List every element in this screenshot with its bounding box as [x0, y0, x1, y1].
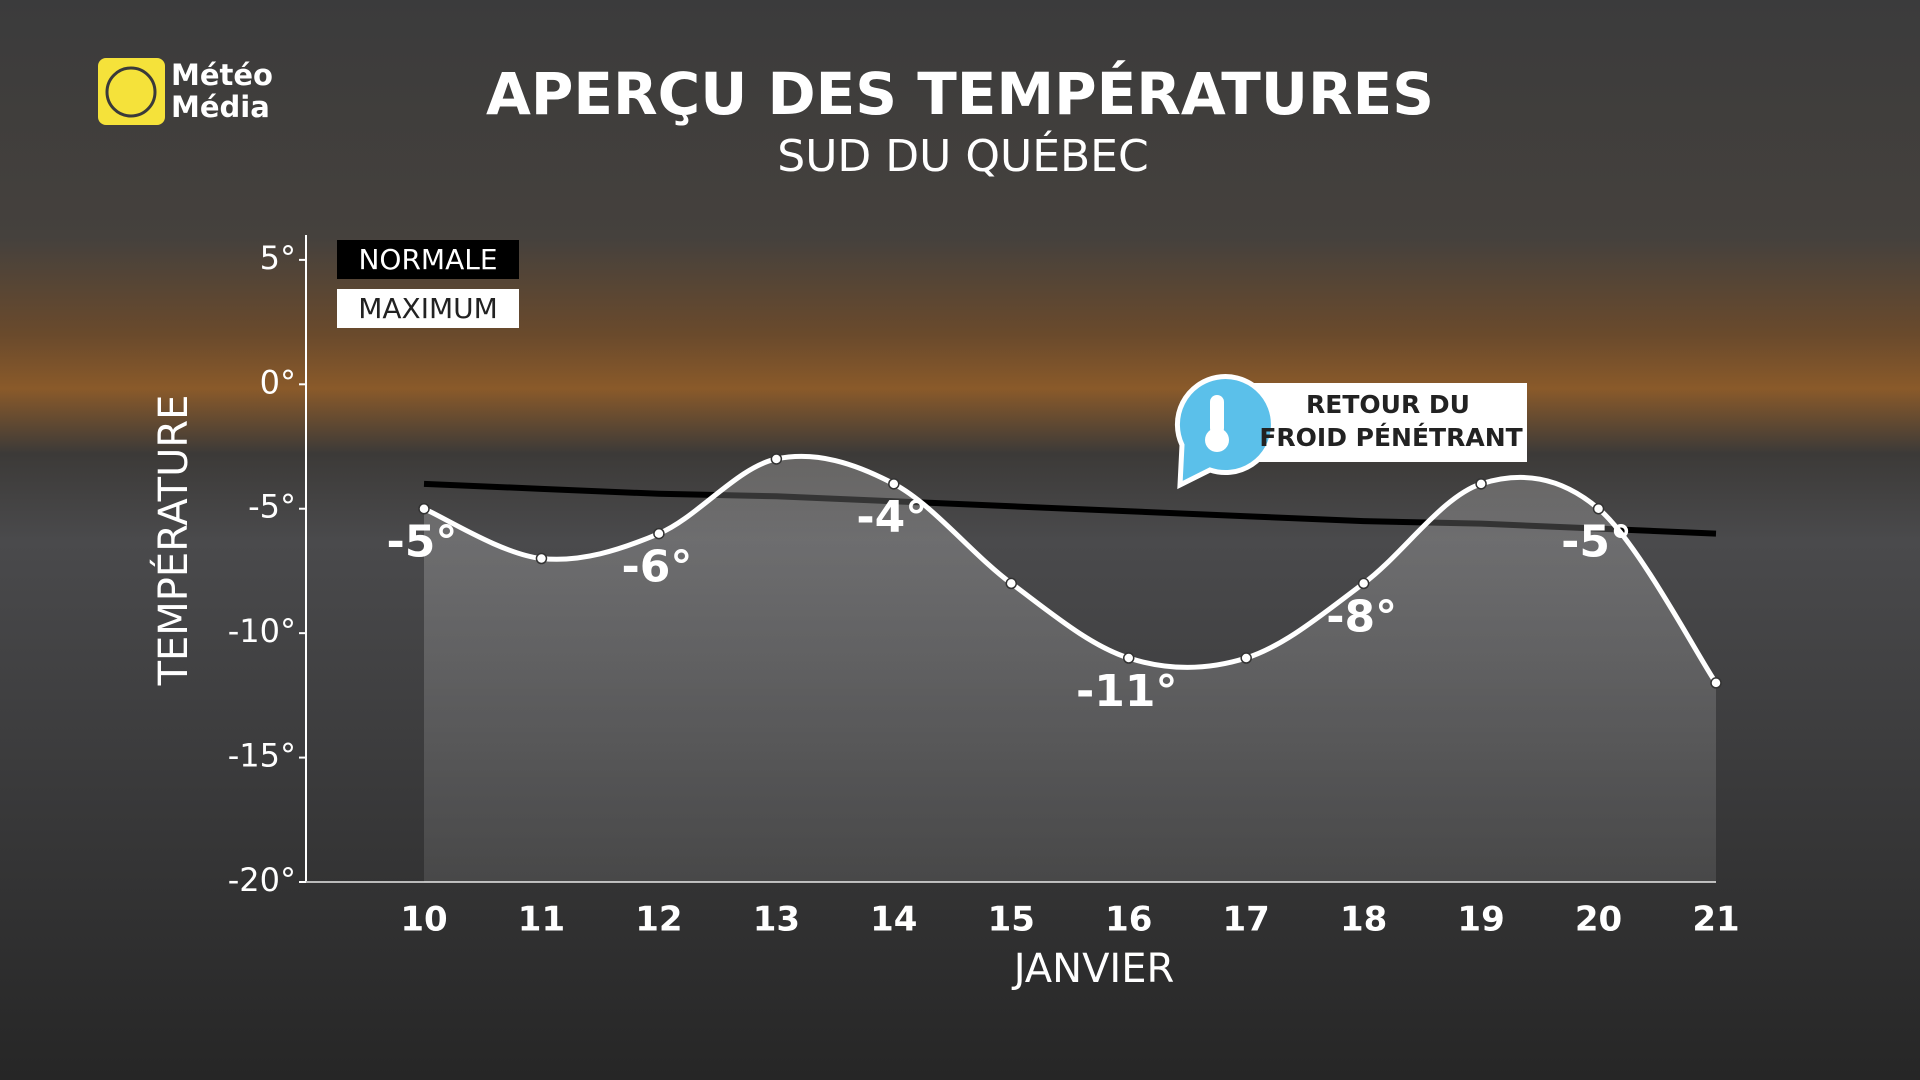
y-tick-label: 0° — [260, 363, 296, 401]
legend-box — [337, 289, 519, 328]
x-tick-label: 16 — [1105, 900, 1152, 940]
x-tick-label: 13 — [753, 900, 800, 940]
y-tick-label: 5° — [260, 239, 296, 277]
chart-subtitle: SUD DU QUÉBEC — [777, 129, 1148, 182]
thermometer-bulb — [1205, 428, 1229, 452]
point — [888, 478, 900, 490]
point — [1710, 677, 1722, 689]
x-tick-label: 15 — [988, 900, 1035, 940]
thermometer — [1210, 395, 1224, 435]
x-tick-label: 10 — [400, 900, 447, 940]
x-tick-label: 12 — [635, 900, 682, 940]
area — [424, 456, 1716, 882]
x-tick-label: 18 — [1340, 900, 1387, 940]
data-label: -5° — [1561, 517, 1632, 568]
point — [418, 502, 430, 515]
y-axis-label: TEMPÉRATURE — [149, 395, 197, 687]
logo-text: Météo — [171, 58, 273, 92]
logo-text: Média — [171, 90, 270, 124]
x-tick-label: 14 — [870, 900, 917, 940]
data-label: -5° — [387, 517, 458, 568]
x-tick-label: 21 — [1692, 900, 1739, 940]
point — [1592, 502, 1605, 515]
point — [1240, 652, 1252, 664]
point — [1005, 577, 1018, 590]
annotation-text: RETOUR DU — [1306, 390, 1470, 419]
annotation-icon — [1174, 374, 1276, 490]
y-tick-label: -20° — [228, 861, 296, 899]
legend-label: NORMALE — [358, 243, 497, 276]
legend-label: MAXIMUM — [358, 292, 498, 325]
point — [535, 552, 548, 565]
legend-box — [337, 240, 519, 279]
x-tick-label: 17 — [1223, 900, 1270, 940]
point — [1357, 577, 1370, 590]
x-tick-label: 20 — [1575, 900, 1622, 940]
point — [653, 527, 665, 540]
annotation-text: FROID PÉNÉTRANT — [1259, 423, 1522, 452]
plot: 5° 0° -5° -10° -15° -20° 10 11 12 13 14 15 16 17 18 19 2… — [228, 235, 1740, 940]
y-tick-label: -15° — [228, 737, 296, 775]
point — [1475, 478, 1487, 490]
data-label: -4° — [856, 492, 927, 543]
y-tick-label: -5° — [248, 488, 296, 526]
x-tick-label: 11 — [518, 900, 565, 940]
point — [1122, 652, 1135, 664]
x-tick-label: 19 — [1457, 900, 1504, 940]
y-tick-label: -10° — [228, 612, 296, 650]
x-axis-label: JANVIER — [1011, 946, 1175, 992]
point — [770, 453, 783, 465]
annotation-box — [1237, 383, 1527, 462]
logo-globe — [105, 66, 157, 118]
data-label: -6° — [621, 542, 692, 593]
annotation: RETOUR DU FROID PÉNÉTRANT — [1174, 374, 1527, 490]
data-label: -11° — [1076, 666, 1178, 717]
chart-title: APERÇU DES TEMPÉRATURES — [486, 59, 1434, 128]
data-label: -8° — [1326, 591, 1397, 642]
